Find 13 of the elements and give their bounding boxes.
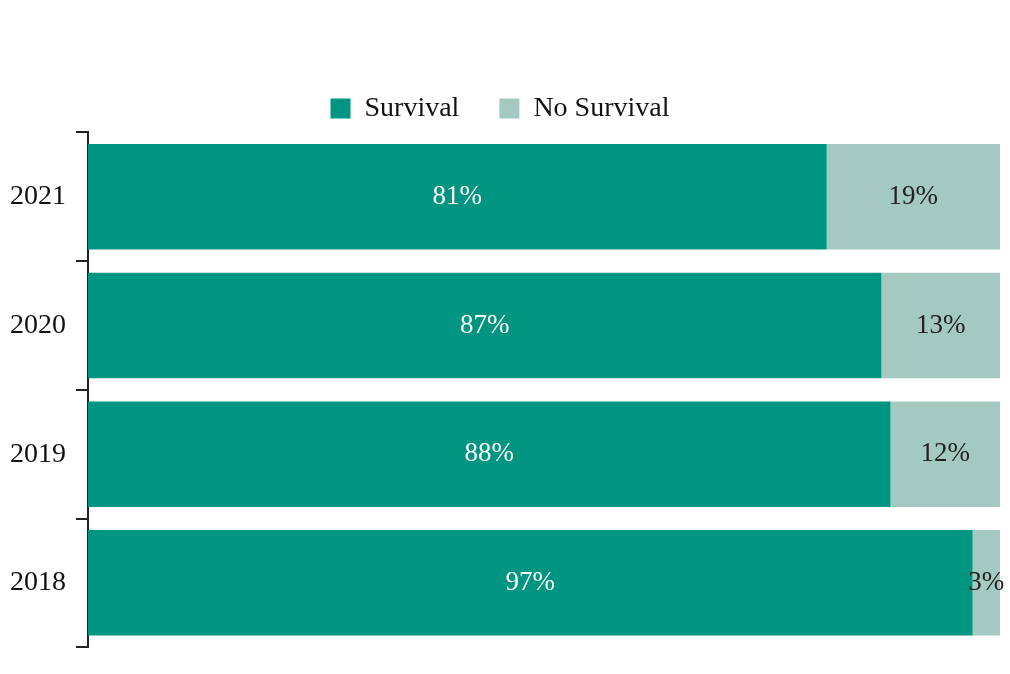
data-label: 81% <box>432 179 483 210</box>
data-label: 87% <box>459 308 510 339</box>
y-tick-label: 2020 <box>10 307 66 339</box>
y-tick-label: 2021 <box>10 179 66 211</box>
data-label: 88% <box>464 437 515 468</box>
data-label: 97% <box>505 565 556 596</box>
legend-label: No Survival <box>533 90 670 122</box>
data-label: 19% <box>888 179 939 210</box>
y-tick-label: 2018 <box>10 565 66 597</box>
data-label: 12% <box>920 437 971 468</box>
legend-label: Survival <box>364 90 460 122</box>
y-tick-label: 2019 <box>10 436 66 468</box>
data-label: 13% <box>915 308 966 339</box>
